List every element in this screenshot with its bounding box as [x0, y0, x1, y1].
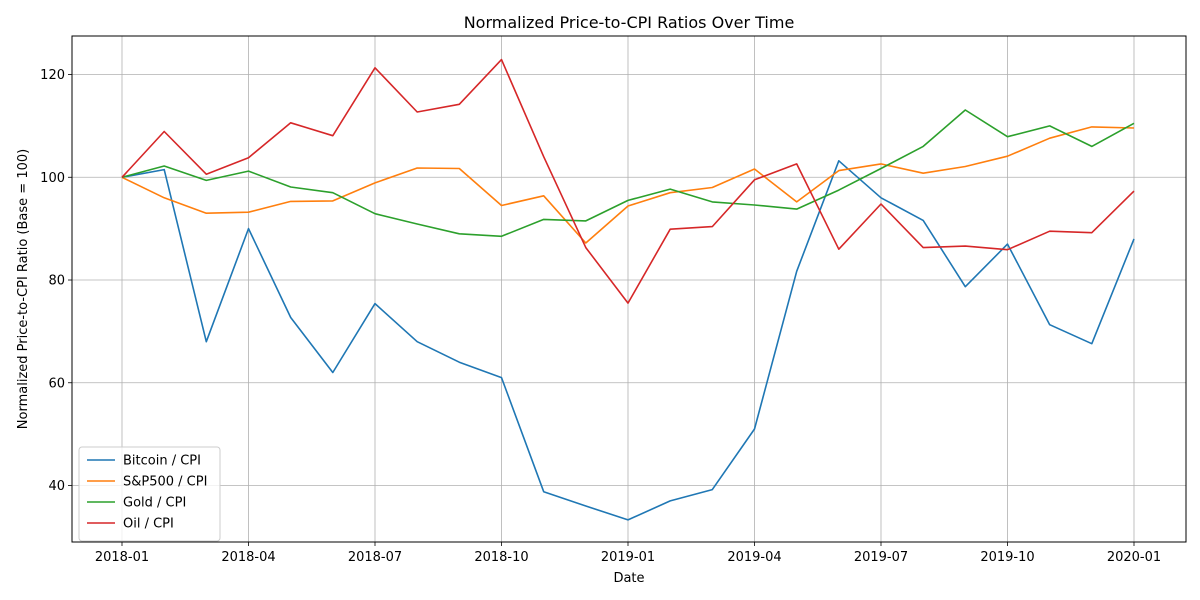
- x-tick-label: 2018-04: [221, 550, 275, 565]
- y-tick-label: 40: [48, 479, 65, 494]
- x-tick-label: 2019-01: [601, 550, 655, 565]
- y-axis-title: Normalized Price-to-CPI Ratio (Base = 10…: [16, 149, 31, 429]
- x-tick-label: 2020-01: [1107, 550, 1161, 565]
- y-tick-label: 120: [40, 68, 65, 83]
- legend-label: S&P500 / CPI: [123, 475, 207, 490]
- axis-ticks: 2018-01 2018-04 2018-07 2018-10 2019-01 2019-…: [40, 68, 1161, 565]
- legend-label: Oil / CPI: [123, 517, 174, 532]
- grid: [72, 36, 1186, 542]
- legend-label: Gold / CPI: [123, 496, 186, 511]
- x-tick-label: 2018-01: [95, 550, 149, 565]
- y-tick-label: 100: [40, 171, 65, 186]
- x-tick-label: 2019-07: [854, 550, 908, 565]
- x-tick-label: 2019-10: [980, 550, 1034, 565]
- x-axis-title: Date: [613, 571, 644, 586]
- series-line-bitcoin-cpi: [121, 160, 1135, 521]
- y-tick-label: 60: [48, 376, 65, 391]
- legend-box: [78, 446, 221, 542]
- series-line-s-p500-cpi: [121, 126, 1135, 244]
- y-tick-label: 80: [48, 274, 65, 289]
- series-lines: [121, 58, 1135, 521]
- chart-title: Normalized Price-to-CPI Ratios Over Time: [464, 13, 795, 32]
- series-line-gold-cpi: [121, 109, 1135, 238]
- legend-label: Bitcoin / CPI: [123, 454, 201, 469]
- plot-frame: [71, 35, 1187, 543]
- series-line-oil-cpi: [121, 58, 1135, 304]
- x-tick-label: 2018-07: [348, 550, 402, 565]
- x-tick-label: 2018-10: [474, 550, 528, 565]
- x-tick-label: 2019-04: [727, 550, 781, 565]
- legend: Bitcoin / CPI S&P500 / CPI Gold / CPI Oil /…: [78, 446, 221, 542]
